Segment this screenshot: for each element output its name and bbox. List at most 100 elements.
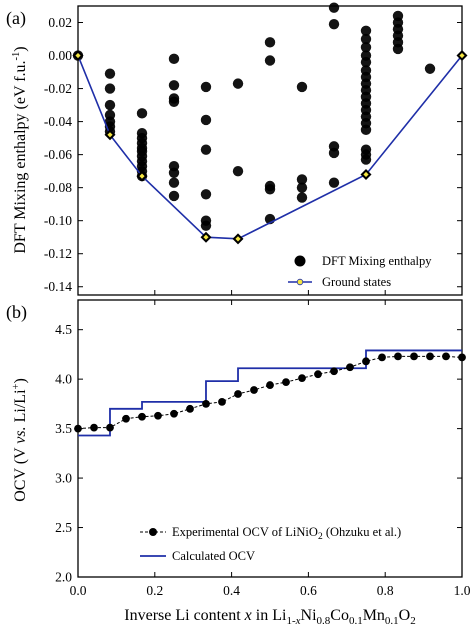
xlabel-sub4: 0.1 <box>385 615 399 627</box>
panel-a-ytick-label: 0.02 <box>48 15 72 30</box>
panel-a-ytick-label: -0.06 <box>44 147 72 162</box>
experimental-ocv-point <box>362 357 370 366</box>
panel-b-ylabel-post: Li/Li <box>12 389 29 426</box>
ground-state-marker <box>139 173 145 179</box>
experimental-ocv-point <box>266 381 274 389</box>
dft-point <box>264 184 276 195</box>
dft-point <box>168 80 180 91</box>
xlabel-sub2: 0.8 <box>317 615 331 627</box>
dft-point <box>360 33 372 45</box>
dft-point <box>200 220 212 231</box>
panel-b-xtick-label: 0.0 <box>70 583 87 598</box>
experimental-ocv-point <box>346 363 354 372</box>
panel-a-axis-ticks: 0.02 0.00 -0.02 -0.04 -0.06 -0.08 -0.10 -0.12 -0… <box>44 15 462 295</box>
dft-point <box>328 147 340 159</box>
panel-b-ylabel-pre: OCV (V <box>12 444 29 502</box>
dft-point <box>296 182 308 193</box>
xlabel-o: O <box>399 607 411 624</box>
experimental-ocv-point <box>410 352 418 361</box>
experimental-ocv-point <box>74 424 82 433</box>
experimental-ocv-point <box>186 404 194 413</box>
experimental-ocv-point <box>170 409 178 418</box>
panel-a-frame <box>77 5 463 296</box>
dft-point <box>296 174 308 185</box>
dft-point <box>360 154 372 165</box>
legend-a-point-marker <box>294 255 306 267</box>
dft-point <box>168 53 180 65</box>
panel-b-xlabel: Inverse Li content x in Li1-xNi0.8Co0.1M… <box>124 607 415 627</box>
xlabel-sub1x: x <box>295 615 301 627</box>
dft-point <box>104 83 116 94</box>
panel-b-ytick-label: 3.0 <box>55 471 72 486</box>
panel-a-ylabel-main: DFT Mixing enthalpy (eV f.u. <box>12 60 29 253</box>
legend-a-line-marker <box>296 278 304 286</box>
dft-point <box>296 81 308 93</box>
experimental-ocv-point <box>122 414 130 423</box>
dft-point <box>168 177 180 188</box>
panel-b-ytick-label: 2.5 <box>55 520 72 535</box>
experimental-ocv-point <box>314 370 322 379</box>
panel-b-axis-ticks: 2.0 2.5 3.0 3.5 4.0 4.5 0.0 0.2 0.4 0.6 0.8 1.0 <box>55 300 471 598</box>
panel-b-xtick-label: 1.0 <box>454 583 471 598</box>
ground-state-marker <box>235 236 241 242</box>
panel-b-marks <box>74 349 466 437</box>
panel-a-ylabel-sup: -1 <box>11 52 22 61</box>
panel-b-ytick-label: 4.0 <box>55 372 72 387</box>
experimental-ocv-point <box>234 390 242 398</box>
dft-point <box>200 114 212 126</box>
dft-point <box>168 190 180 202</box>
ground-state-marker <box>107 132 113 138</box>
experimental-ocv-point <box>90 423 98 432</box>
experimental-ocv-point <box>394 352 402 361</box>
panel-b-ylabel-sup: + <box>11 383 22 389</box>
panel-a-ytick-label: 0.00 <box>48 48 72 63</box>
dft-point <box>360 25 372 36</box>
panel-a-ylabel: DFT Mixing enthalpy (eV f.u.-1) <box>11 46 29 253</box>
panel-b-xtick-label: 0.8 <box>377 583 394 598</box>
dft-point <box>104 99 116 111</box>
experimental-ocv-point <box>218 397 226 406</box>
experimental-ocv-point <box>106 423 114 432</box>
experimental-ocv-point <box>442 352 450 361</box>
experimental-ocv-point <box>202 399 210 408</box>
dft-point <box>232 78 244 89</box>
experimental-ocv-point <box>426 352 434 361</box>
panel-b-ytick-label: 2.0 <box>55 570 72 585</box>
ground-state-marker <box>75 52 81 59</box>
panel-a-label: (a) <box>6 8 26 29</box>
panel-b-ylabel-close: ) <box>12 378 29 383</box>
dft-point <box>200 189 212 200</box>
experimental-ocv-point <box>250 386 258 394</box>
dft-point <box>328 18 340 30</box>
panel-a-ytick-label: -0.10 <box>44 213 72 228</box>
panel-a-ytick-label: -0.12 <box>44 246 72 261</box>
panel-a-marks <box>72 2 468 245</box>
dft-point <box>136 108 148 119</box>
panel-b-ytick-label: 3.5 <box>55 421 72 436</box>
panel-b-ylabel-vs: vs. <box>12 426 29 443</box>
legend-b-calc-label: Calculated OCV <box>172 549 255 563</box>
legend-a-points-label: DFT Mixing enthalpy <box>322 254 432 268</box>
panel-b-xtick-label: 0.4 <box>223 583 240 598</box>
legend-b-exp-marker <box>149 528 157 536</box>
dft-point <box>392 43 404 55</box>
panel-b-xtick-label: 0.6 <box>300 583 317 598</box>
dft-point <box>232 165 244 177</box>
experimental-ocv-point <box>298 374 306 383</box>
xlabel-in: in Li <box>252 607 287 624</box>
panel-a-ytick-label: -0.14 <box>44 279 72 294</box>
dft-point <box>296 192 308 203</box>
ground-state-marker <box>459 52 465 59</box>
experimental-ocv-point <box>282 378 290 387</box>
dft-point <box>200 81 212 93</box>
legend-b-exp-label: Experimental OCV of LiNiO2 (Ohzuku et al… <box>172 525 401 542</box>
dft-point <box>328 177 340 188</box>
experimental-ocv-point <box>378 353 386 362</box>
ground-state-marker <box>363 171 369 178</box>
dft-point <box>104 68 116 79</box>
xlabel-sub5: 2 <box>410 615 416 627</box>
dft-point <box>168 96 180 107</box>
xlabel-co: Co <box>330 607 349 624</box>
panel-b-ytick-label: 4.5 <box>55 322 72 337</box>
dft-point <box>264 55 276 66</box>
